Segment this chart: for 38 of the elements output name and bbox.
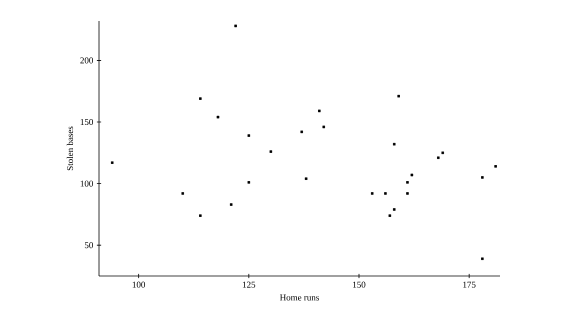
point — [110, 161, 114, 164]
point — [397, 94, 400, 98]
y-tick-label: 100 — [80, 180, 94, 187]
point — [300, 130, 304, 134]
point — [392, 142, 396, 146]
point — [441, 152, 444, 154]
point — [406, 181, 409, 184]
y-tick-label: 200 — [80, 57, 94, 64]
point — [481, 257, 484, 260]
point — [322, 126, 326, 128]
point — [304, 177, 308, 180]
point — [388, 214, 392, 217]
y-axis-title: Stolen bases — [66, 126, 74, 170]
point — [437, 156, 440, 160]
x-tick-label: 125 — [242, 282, 256, 288]
point — [318, 110, 321, 112]
x-axis-title: Home runs — [280, 294, 319, 300]
point — [216, 116, 220, 118]
point — [410, 174, 414, 176]
point — [384, 192, 387, 195]
point — [406, 192, 409, 195]
point — [199, 214, 202, 217]
point — [199, 97, 202, 100]
x-tick-label: 175 — [463, 282, 476, 288]
point — [234, 24, 237, 28]
point — [370, 192, 374, 195]
point — [248, 181, 250, 184]
point — [270, 150, 272, 153]
x-tick-label: 150 — [353, 282, 366, 288]
point — [230, 203, 232, 206]
point — [248, 134, 250, 137]
y-tick-label: 150 — [80, 118, 94, 126]
point — [481, 176, 484, 179]
point — [181, 192, 184, 195]
point — [494, 165, 497, 168]
y-tick-label: 50 — [84, 242, 94, 248]
point — [392, 208, 396, 211]
x-tick-label: 100 — [132, 282, 146, 288]
